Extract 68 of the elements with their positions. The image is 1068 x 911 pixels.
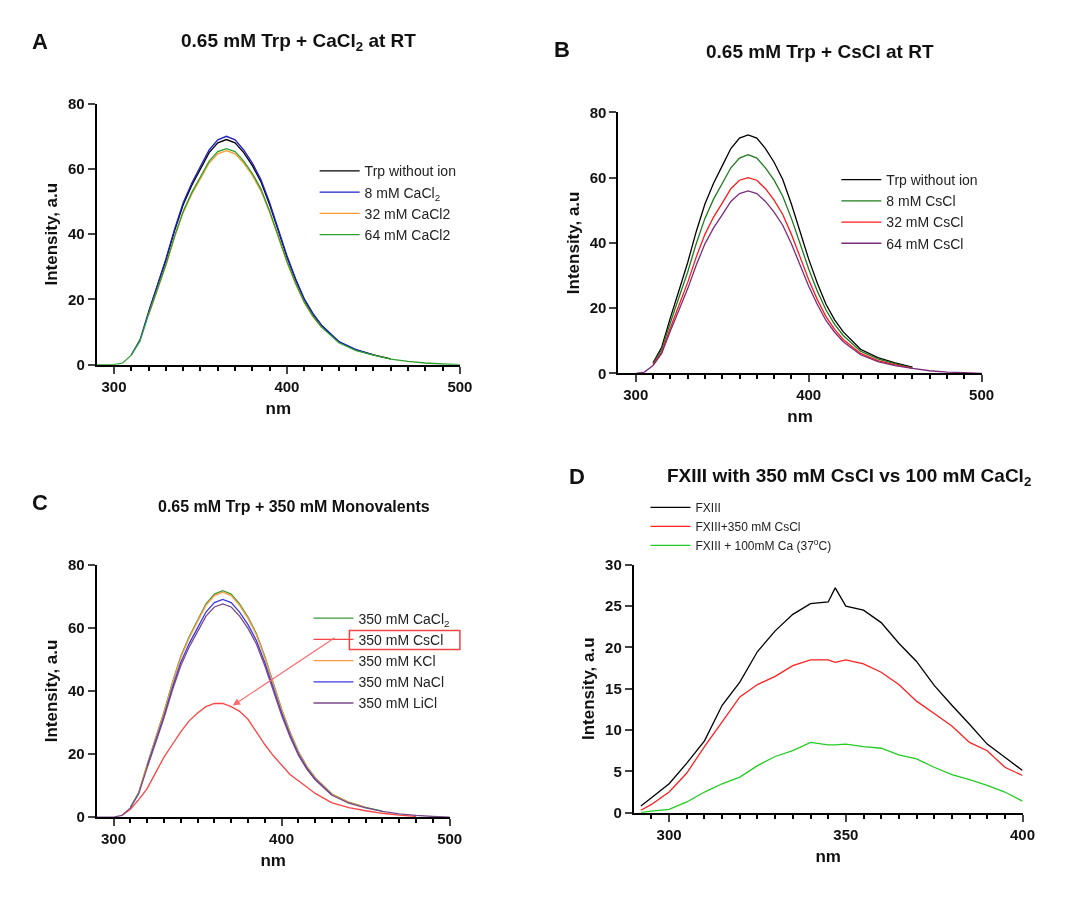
chart-title: 0.65 mM Trp + 350 mM Monovalents [158, 498, 430, 515]
x-tick-label: 300 [101, 830, 127, 848]
y-axis-title: Intensity, a.u [42, 182, 62, 286]
y-tick-label: 80 [68, 556, 85, 573]
legend-label: 350 mM NaCl [358, 674, 445, 691]
x-axis-title: nm [787, 407, 813, 427]
y-tick-label: 15 [605, 679, 622, 697]
y-tick-label: 60 [68, 160, 85, 178]
y-tick-label: 20 [589, 299, 607, 317]
y-tick-label: 20 [68, 745, 85, 763]
y-axis-title: Intensity, a.u [42, 639, 62, 743]
x-axis-title: nm [265, 398, 292, 418]
text: D [569, 464, 585, 489]
y-tick-label: 0 [613, 803, 622, 821]
legend-label: 32 mM CsCl [886, 214, 964, 231]
x-tick-label: 500 [969, 386, 995, 404]
y-tick-label: 20 [605, 638, 622, 656]
legend-label: 64 mM CaCl2 [364, 226, 451, 243]
text: C [32, 490, 48, 515]
y-tick-label: 30 [605, 556, 622, 573]
legend-label: 350 mM KCl [358, 653, 436, 670]
legend-label: 350 mM CsCl [358, 631, 444, 648]
legend-label: FXIII [695, 500, 721, 515]
legend-label: Trp without ion [364, 163, 456, 180]
x-tick-label: 500 [437, 830, 463, 848]
text: A [32, 29, 48, 54]
chart-title: 0.65 mM Trp + CsCl at RT [706, 41, 934, 62]
x-tick-label: 400 [269, 830, 295, 848]
y-tick-label: 0 [76, 808, 85, 826]
x-tick-label: 300 [623, 386, 649, 404]
y-tick-label: 60 [68, 619, 85, 637]
x-tick-label: 300 [656, 825, 682, 843]
x-tick-label: 400 [1010, 825, 1036, 843]
y-tick-label: 40 [68, 682, 85, 700]
x-tick-label: 300 [101, 377, 127, 395]
legend-label: Trp without ion [886, 172, 978, 189]
y-tick-label: 25 [605, 597, 622, 615]
legend-label: 64 mM CsCl [886, 235, 964, 252]
y-tick-label: 10 [605, 721, 622, 739]
y-tick-label: 80 [589, 103, 607, 121]
x-axis-title: nm [815, 846, 841, 866]
x-axis-title: nm [260, 850, 286, 870]
y-axis-title: Intensity, a.u [579, 637, 599, 741]
y-tick-label: 40 [589, 234, 607, 252]
y-tick-label: 40 [68, 225, 85, 243]
x-tick-label: 500 [447, 377, 473, 395]
y-tick-label: 0 [598, 364, 607, 382]
legend-label: 8 mM CaCl$_{2}$ [364, 184, 441, 203]
legend-label: 8 mM CsCl [886, 193, 956, 210]
text: B [554, 37, 570, 62]
y-axis-title: Intensity, a.u [563, 191, 583, 295]
y-tick-label: 80 [68, 94, 85, 112]
chart-title: 0.65 mM Trp + CaCl$_{2}$ at RT [181, 30, 417, 54]
legend-label: 350 mM CaCl$_{2}$ [358, 610, 450, 629]
y-tick-label: 60 [589, 168, 607, 186]
y-tick-label: 20 [68, 290, 85, 308]
legend-label: 32 mM CaCl2 [364, 205, 451, 222]
x-tick-label: 350 [833, 825, 859, 843]
x-tick-label: 400 [274, 377, 300, 395]
line-series [640, 659, 1023, 811]
x-tick-label: 400 [796, 386, 822, 404]
line-series [640, 587, 1023, 807]
chart-title: FXIII with 350 mM CsCl vs 100 mM CaCl$_{2}$ [667, 465, 1032, 489]
legend-label: FXIII + 100mM Ca (37$^{o}$C) [695, 536, 832, 553]
legend-label: FXIII+350 mM CsCl [695, 519, 801, 534]
y-tick-label: 5 [613, 762, 622, 780]
legend-label: 350 mM LiCl [358, 695, 438, 712]
y-tick-label: 0 [76, 355, 85, 373]
